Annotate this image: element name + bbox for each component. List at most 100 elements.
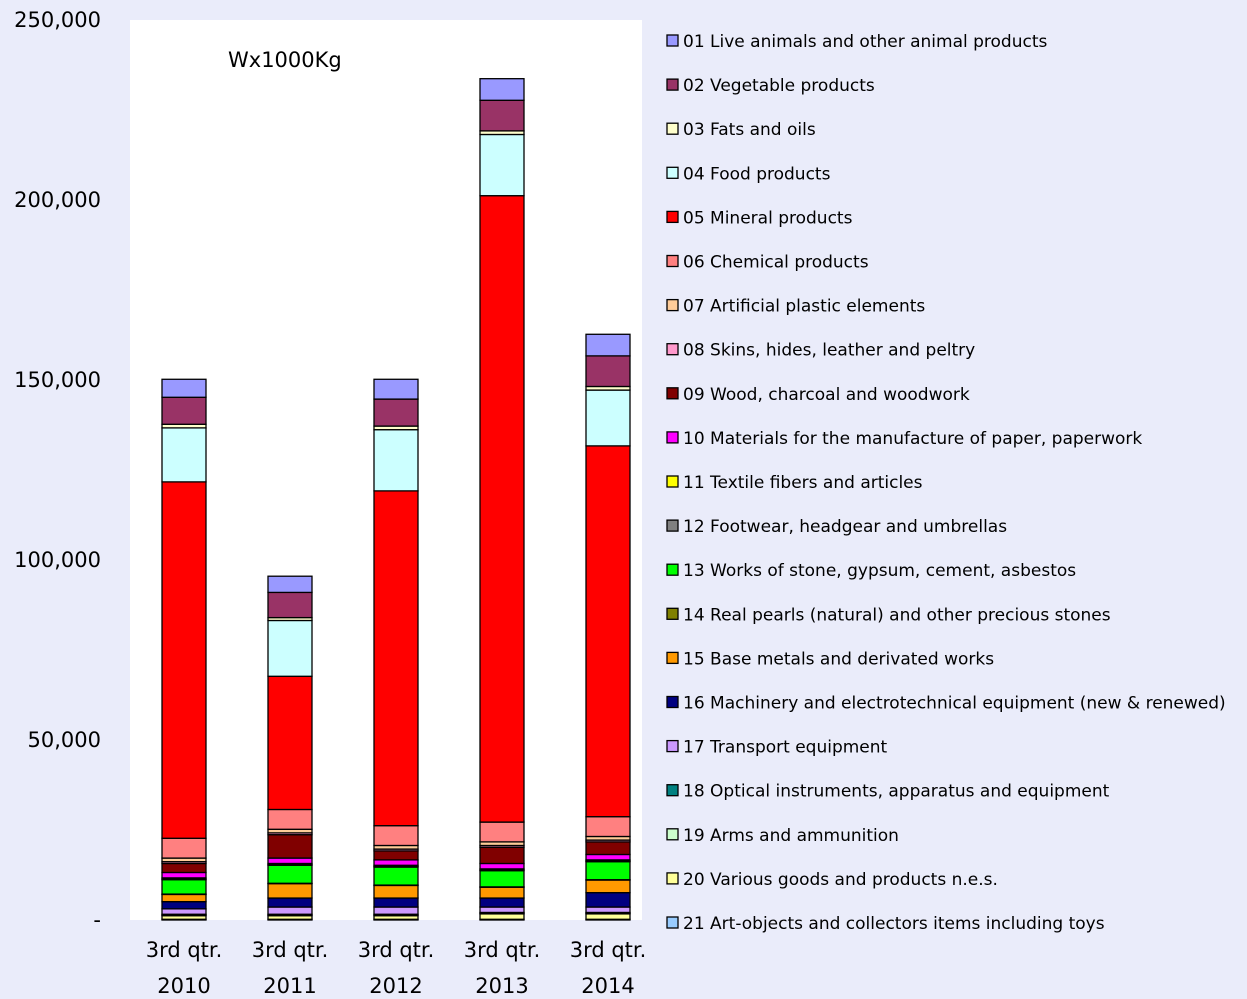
- legend-label: 03 Fats and oils: [683, 120, 816, 140]
- legend: 01 Live animals and other animal product…: [666, 32, 1226, 934]
- y-tick-label: 100,000: [14, 548, 101, 572]
- bar-segment: [373, 850, 419, 861]
- legend-swatch: [666, 122, 679, 135]
- bar-segment: [267, 864, 313, 884]
- bar-segment: [267, 882, 313, 899]
- bar-segment: [479, 846, 525, 865]
- bar-segment: [479, 821, 525, 843]
- bar-segment: [267, 675, 313, 811]
- bar-segment: [373, 897, 419, 908]
- legend-swatch: [666, 166, 679, 179]
- unit-label: Wx1000Kg: [228, 48, 342, 72]
- bar-segment: [585, 333, 631, 357]
- bar-segment: [585, 879, 631, 894]
- bar-segment: [585, 906, 631, 914]
- bar-segment: [373, 825, 419, 847]
- bar-segment: [373, 378, 419, 400]
- bar-segment: [479, 897, 525, 908]
- legend-label: 02 Vegetable products: [683, 76, 875, 96]
- y-tick-label: 50,000: [28, 728, 101, 752]
- legend-swatch: [666, 651, 679, 665]
- y-tick-label: 200,000: [14, 188, 101, 212]
- x-axis: 3rd qtr. 2010 3rd qtr. 2011 3rd qtr. 2012 3rd …: [146, 938, 647, 998]
- x-tick-label: 3rd qtr.: [146, 938, 223, 962]
- legend-label: 05 Mineral products: [683, 208, 853, 228]
- legend-label: 04 Food products: [683, 164, 831, 184]
- bar-segment: [585, 891, 631, 908]
- legend-label: 01 Live animals and other animal product…: [683, 32, 1048, 52]
- legend-swatch: [666, 563, 679, 576]
- legend-label: 14 Real pearls (natural) and other preci…: [683, 605, 1111, 625]
- y-tick-label: 150,000: [14, 368, 101, 392]
- legend-label: 17 Transport equipment: [683, 738, 888, 758]
- legend-swatch: [666, 210, 679, 224]
- bar-segment: [479, 913, 525, 920]
- bar-segment: [161, 879, 207, 895]
- bar-segment: [161, 893, 207, 903]
- legend-swatch: [666, 343, 679, 356]
- bar-segment: [161, 908, 207, 915]
- legend-swatch: [666, 607, 679, 620]
- legend-swatch: [666, 387, 679, 400]
- legend-swatch: [666, 872, 679, 885]
- bar-segment: [161, 862, 207, 874]
- bar-segment: [267, 808, 313, 830]
- y-tick-label: -: [93, 908, 101, 932]
- legend-label: 16 Machinery and electrotechnical equipm…: [683, 694, 1226, 714]
- legend-label: 21 Art-objects and collectors items incl…: [683, 914, 1105, 934]
- legend-label: 07 Artificial plastic elements: [683, 297, 925, 317]
- x-tick-label: 3rd qtr.: [570, 938, 647, 962]
- bar-segment: [479, 870, 525, 888]
- x-tick-label: 3rd qtr.: [252, 938, 329, 962]
- x-tick-label: 2011: [263, 974, 316, 998]
- x-tick-label: 2013: [475, 974, 528, 998]
- legend-label: 20 Various goods and products n.e.s.: [683, 870, 998, 890]
- bar-segment: [585, 861, 631, 881]
- legend-swatch: [666, 78, 679, 91]
- legend-label: 12 Footwear, headgear and umbrellas: [683, 517, 1007, 537]
- bar-segment: [585, 816, 631, 838]
- x-tick-label: 3rd qtr.: [464, 938, 541, 962]
- legend-swatch: [666, 828, 679, 841]
- bar-segment: [479, 862, 525, 870]
- legend-label: 10 Materials for the manufacture of pape…: [683, 429, 1142, 449]
- legend-label: 11 Textile fibers and articles: [683, 473, 923, 493]
- legend-swatch: [666, 34, 679, 47]
- bar-segment: [161, 378, 207, 398]
- bar-segment: [585, 853, 631, 861]
- legend-label: 08 Skins, hides, leather and peltry: [683, 341, 975, 361]
- legend-label: 09 Wood, charcoal and woodwork: [683, 385, 970, 405]
- y-tick-label: 250,000: [14, 8, 101, 32]
- legend-label: 06 Chemical products: [683, 253, 869, 273]
- bar-segment: [161, 396, 207, 425]
- bar-segment: [267, 591, 313, 619]
- bar-segment: [479, 886, 525, 899]
- bar-segment: [479, 195, 525, 823]
- bar-segment: [161, 871, 207, 879]
- x-tick-label: 2010: [157, 974, 210, 998]
- bar-segment: [267, 619, 313, 677]
- legend-swatch: [666, 254, 679, 268]
- bars: [161, 78, 631, 921]
- bar-segment: [479, 906, 525, 914]
- bar-segment: [373, 398, 419, 427]
- legend-label: 19 Arms and ammunition: [683, 826, 899, 846]
- bar-segment: [267, 575, 313, 594]
- bar-segment: [585, 841, 631, 856]
- bar-segment: [161, 900, 207, 910]
- legend-label: 15 Base metals and derivated works: [683, 649, 994, 669]
- legend-swatch: [666, 475, 679, 488]
- legend-swatch: [666, 298, 679, 312]
- x-tick-label: 2012: [369, 974, 422, 998]
- legend-swatch: [666, 431, 679, 444]
- bar-segment: [479, 99, 525, 132]
- bar-segment: [373, 906, 419, 915]
- legend-label: 13 Works of stone, gypsum, cement, asbes…: [683, 561, 1076, 581]
- bar-segment: [161, 481, 207, 839]
- bar-segment: [585, 913, 631, 920]
- bar-segment: [267, 857, 313, 865]
- bar-segment: [373, 884, 419, 899]
- bar-segment: [585, 445, 631, 818]
